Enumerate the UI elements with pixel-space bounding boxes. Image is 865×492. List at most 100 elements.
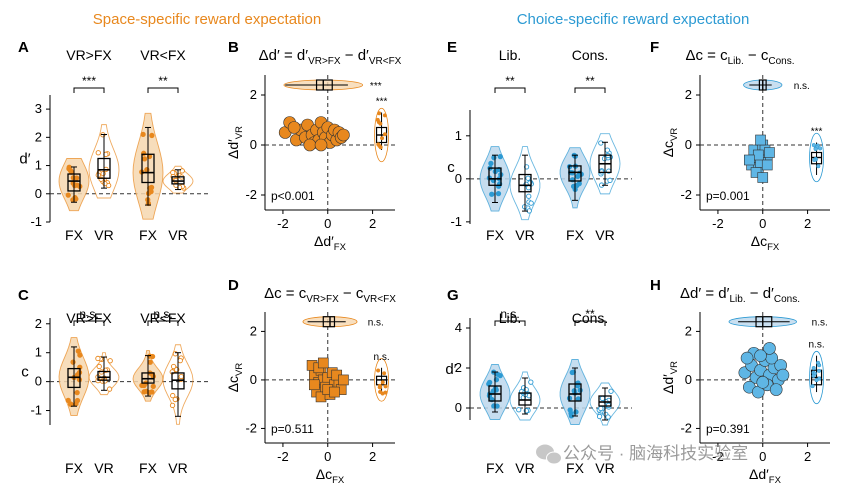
- sig-bracket: [574, 320, 606, 326]
- sig-label: n.s.: [153, 307, 172, 321]
- data-point: [338, 374, 349, 386]
- sig-bracket: [494, 87, 526, 93]
- data-point: [776, 368, 790, 382]
- y-tick-label: 2: [685, 323, 692, 338]
- x-category-label: FX: [486, 460, 505, 476]
- panel-F: F Δc = cLib. − cCons. -2 0 2 -2 0 2 ΔcFX ΔcVR n.s.…: [650, 39, 830, 253]
- iqr-box: [568, 383, 582, 402]
- y-tick-label: 2: [455, 360, 462, 375]
- x-category-label: VR: [595, 460, 614, 476]
- watermark: 公众号 · 脑海科技实验室: [536, 444, 748, 465]
- marginal-dot: [382, 113, 387, 118]
- data-point: [744, 154, 755, 166]
- y-tick-label: 3: [35, 101, 42, 116]
- data-point: [761, 159, 773, 171]
- sig-label-top: ***: [370, 81, 382, 92]
- panel-G: G 0 2 4 d′ Lib.n.s. FX VR Cons.** FX VR: [445, 287, 632, 476]
- data-dot: [497, 372, 503, 379]
- data-dot: [516, 407, 522, 413]
- x-category-label: VR: [168, 460, 187, 476]
- x-tick-label: 0: [759, 216, 766, 231]
- panel-title: Δd′ = d′VR>FX − d′VR<FX: [259, 47, 402, 67]
- marginal-dot: [382, 371, 387, 376]
- sig-label-right: ***: [811, 127, 823, 138]
- violin: [88, 352, 120, 396]
- panel-D: D Δc = cVR>FX − cVR<FX -2 0 2 -2 0 2 ΔcFX ΔcVR n.s…: [225, 277, 396, 486]
- sig-label: ***: [82, 74, 96, 88]
- data-dot: [177, 357, 183, 364]
- x-tick-label: -2: [277, 216, 289, 231]
- sig-label-top: n.s.: [368, 318, 384, 329]
- panel-label-G: G: [447, 287, 459, 304]
- p-value-label: p=0.001: [706, 189, 750, 203]
- data-dot: [96, 363, 102, 370]
- p-value-label: p=0.511: [271, 422, 314, 436]
- y-axis-label: Δd′VR: [660, 361, 680, 394]
- data-dot: [70, 359, 76, 365]
- x-tick-label: -2: [712, 449, 724, 464]
- marginal-violin-right: [809, 350, 824, 405]
- x-category-label: FX: [65, 227, 84, 243]
- violin: [509, 371, 541, 421]
- marginal-dot: [377, 111, 382, 116]
- data-dot: [65, 397, 71, 404]
- header-left: Space-specific reward expectation: [93, 11, 321, 28]
- panel-H: H Δd′ = d′Lib. − d′Cons. -2 0 2 -2 0 2 Δd′FX Δd′V…: [650, 277, 830, 486]
- data-dot: [102, 378, 108, 384]
- x-tick-label: 0: [324, 449, 331, 464]
- sig-label: n.s.: [500, 307, 519, 321]
- data-dot: [139, 382, 145, 389]
- x-axis-label: Δd′FX: [314, 233, 347, 253]
- panel-label-F: F: [650, 39, 659, 56]
- marginal-box-top: [755, 316, 773, 328]
- x-category-label: FX: [566, 460, 585, 476]
- data-dot: [528, 379, 534, 385]
- data-dot: [179, 168, 185, 174]
- y-tick-label: 1: [35, 158, 42, 173]
- marginal-dot: [816, 368, 822, 373]
- data-dot: [172, 396, 178, 403]
- data-point: [740, 351, 754, 365]
- data-dot: [106, 386, 113, 392]
- data-dot: [526, 193, 532, 199]
- x-category-label: VR: [94, 227, 113, 243]
- y-tick-label: 0: [35, 374, 42, 389]
- x-tick-label: 2: [804, 449, 811, 464]
- iqr-box: [97, 370, 111, 381]
- data-dot: [573, 409, 579, 415]
- marginal-dot: [810, 384, 815, 389]
- marginal-dot: [811, 373, 816, 378]
- data-dot: [102, 180, 108, 187]
- panel-title: Δd′ = d′Lib. − d′Cons.: [680, 285, 800, 305]
- y-tick-label: 0: [455, 171, 462, 186]
- data-point: [757, 172, 769, 183]
- iqr-box: [568, 165, 582, 182]
- data-dot: [170, 363, 177, 370]
- panel-label-E: E: [447, 39, 457, 56]
- data-point: [764, 147, 775, 158]
- marginal-dot: [811, 143, 816, 148]
- iqr-box: [141, 153, 155, 184]
- data-point: [763, 342, 776, 355]
- y-tick-label: 0: [250, 372, 257, 387]
- group-title: VR>FX: [66, 310, 112, 326]
- group-title: VR<FX: [140, 310, 186, 326]
- x-axis-label: Δd′FX: [749, 466, 782, 486]
- data-point: [287, 121, 301, 134]
- sig-bracket: [147, 87, 179, 93]
- x-category-label: VR: [515, 460, 534, 476]
- data-dot: [489, 191, 495, 197]
- x-tick-label: 0: [324, 216, 331, 231]
- sig-label-right: n.s.: [808, 340, 824, 351]
- violin: [589, 382, 621, 426]
- x-tick-label: -2: [712, 216, 724, 231]
- data-dot: [528, 200, 534, 206]
- group-title: VR>FX: [66, 47, 112, 63]
- y-tick-label: 2: [35, 129, 42, 144]
- data-point: [303, 138, 317, 152]
- marginal-dot: [380, 380, 385, 385]
- group-title: Lib.: [499, 310, 522, 326]
- data-dot: [150, 383, 156, 390]
- y-axis-label: c: [21, 364, 29, 381]
